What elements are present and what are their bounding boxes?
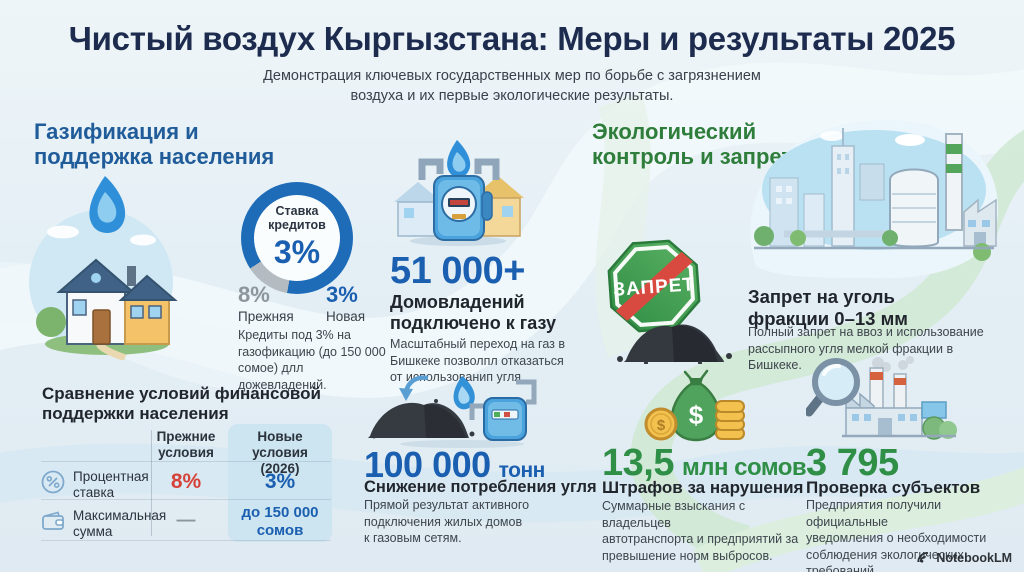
new-conditions-highlight	[228, 424, 332, 542]
inspection-illustration	[806, 356, 957, 440]
gas-pipe-icon	[516, 379, 537, 405]
donut-legend-new: 3% Новая	[326, 282, 366, 325]
gas-flame-icon	[453, 376, 475, 410]
table-divider	[41, 461, 331, 462]
old-rate-value: 8%	[238, 282, 270, 307]
smoke-icon	[872, 356, 914, 372]
storage-tank-icon	[889, 168, 939, 248]
coal-pile-icon	[368, 399, 475, 439]
donut-center-label: Ставка кредитов	[268, 204, 326, 232]
households-value: 51 000+	[390, 250, 525, 292]
comparison-table: Прежние условия Новые условия (2026) Про…	[33, 424, 333, 542]
fines-value: 13,5	[602, 442, 674, 484]
notebooklm-watermark: NotebookLM	[916, 550, 1012, 565]
factory-icon	[845, 367, 947, 437]
gas-house-illustration	[29, 176, 178, 360]
households-title: Домовладений подключено к газу	[390, 292, 556, 334]
table-divider	[151, 430, 152, 536]
coal-ban-title: Запрет на уголь фракции 0–13 мм	[748, 286, 908, 329]
gas-pipe-icon	[474, 158, 500, 180]
tree-icon	[754, 226, 774, 246]
tank-icon	[939, 421, 957, 439]
loan-rate-donut-ring	[241, 182, 353, 294]
gas-pipe-icon	[418, 158, 444, 180]
table-divider	[41, 540, 331, 541]
ban-sign-illustration: ЗАПРЕТ	[607, 239, 732, 364]
brand-label: NotebookLM	[936, 550, 1012, 565]
column-header-old: Прежние условия	[156, 429, 216, 460]
page-subtitle: Демонстрация ключевых государственных ме…	[263, 68, 761, 105]
notebooklm-logo-icon	[917, 552, 929, 563]
sum-new-value: до 150 000 сомов	[241, 504, 319, 539]
tree-icon	[882, 230, 898, 246]
striped-chimney-icon	[945, 133, 963, 231]
cloud-icon	[130, 234, 156, 246]
house-graphic	[56, 258, 178, 345]
row-label-sum: Максимальная сумма	[73, 508, 167, 539]
coal-reduction-title: Снижение потребления угля	[364, 478, 597, 496]
ban-octagon-icon: ЗАПРЕТ	[607, 239, 701, 333]
tree-icon	[790, 230, 806, 246]
fines-kpi: 13,5 млн сомов	[602, 442, 807, 485]
inspections-title: Проверка субъектов	[806, 478, 981, 497]
fines-unit: млн сомов	[681, 454, 807, 481]
inspections-value: 3 795	[806, 442, 899, 484]
page-title: Чистый воздух Кыргызстана: Меры и резуль…	[68, 20, 956, 57]
bush-icon	[36, 307, 66, 337]
households-description: Масштабный переход на газ в Бишкеке позв…	[390, 337, 565, 384]
magnifier-icon	[806, 358, 860, 417]
gas-meter-icon	[433, 175, 493, 241]
coal-pile-icon	[617, 324, 732, 364]
coal-ban-description: Полный запрет на ввоз и использование ра…	[748, 325, 984, 372]
gas-pipe-icon	[469, 403, 484, 420]
inspections-description: Предприятия получили официальные уведомл…	[806, 498, 987, 572]
gas-flame-icon	[447, 140, 471, 178]
coal-reduction-value: 100 000	[364, 444, 491, 485]
old-rate-label: Прежняя	[238, 309, 294, 324]
percent-icon	[41, 470, 65, 494]
wallet-icon	[42, 511, 64, 530]
donut-legend-old: 8% Прежняя	[238, 282, 294, 325]
loan-note: Кредиты под 3% на газофикацию (до 150 00…	[238, 328, 386, 392]
tree-icon	[973, 243, 991, 261]
section-title-gasification: Газификация и поддержка населения	[34, 119, 275, 169]
rate-new-value: 3%	[264, 470, 296, 493]
table-divider	[41, 499, 331, 500]
cloud-icon	[895, 134, 925, 146]
fines-title: Штрафов за нарушения	[602, 478, 804, 497]
gas-meter-icon	[483, 397, 527, 441]
coal-to-gas-illustration	[368, 375, 537, 448]
cloud-icon	[47, 225, 79, 239]
coal-reduction-unit: тонн	[498, 459, 546, 482]
coin-icon: $	[644, 407, 678, 441]
coal-reduction-kpi: 100 000 тонн	[364, 444, 545, 486]
dollar-symbol: $	[689, 400, 704, 430]
sum-old-value: —	[176, 510, 196, 531]
money-fines-illustration: $ $	[644, 369, 745, 442]
city-industry-illustration	[750, 120, 999, 279]
gas-flame-icon	[89, 176, 126, 233]
new-rate-label: Новая	[326, 309, 366, 324]
cloud-icon	[820, 131, 844, 141]
rate-old-value: 8%	[170, 470, 202, 493]
dollar-symbol: $	[657, 417, 666, 434]
factory-icon	[963, 198, 997, 247]
donut-center-value: 3%	[273, 233, 321, 270]
coal-reduction-description: Прямой результат активного подключения ж…	[364, 498, 530, 545]
column-header-new: Новые условия (2026)	[252, 429, 308, 476]
loan-rate-donut: Ставка кредитов 3%	[241, 182, 353, 294]
row-label-rate: Процентная ставка	[73, 469, 149, 500]
coin-stack-icon	[715, 400, 745, 440]
new-rate-value: 3%	[326, 282, 358, 307]
fines-description: Суммарные взыскания с владельцев автотра…	[602, 499, 799, 563]
money-bag-icon: $	[670, 369, 722, 442]
gas-meter-houses-illustration	[394, 140, 524, 246]
comparison-table-title: Сравнение условий финансовой поддержки н…	[42, 384, 321, 424]
